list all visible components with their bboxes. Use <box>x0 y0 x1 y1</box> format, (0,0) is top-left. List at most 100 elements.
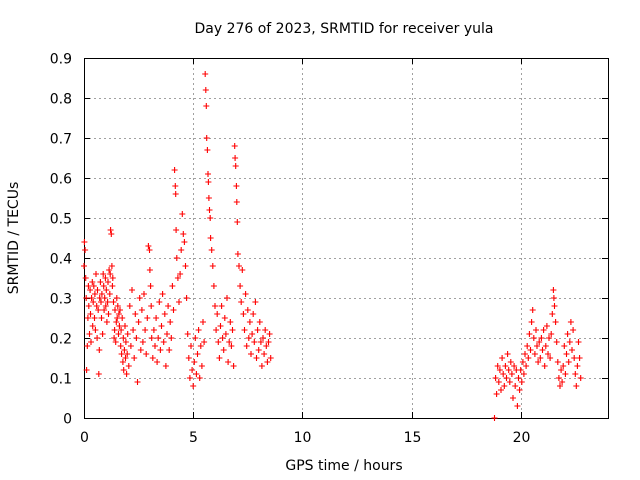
data-point <box>251 339 258 345</box>
x-tick-label: 15 <box>404 430 422 446</box>
data-point <box>565 359 572 365</box>
data-point <box>82 275 89 281</box>
data-point <box>260 335 266 341</box>
data-point <box>149 355 156 361</box>
data-point <box>174 275 181 281</box>
data-point <box>220 347 227 353</box>
data-point <box>529 307 536 313</box>
data-point <box>88 295 95 301</box>
data-point <box>93 271 99 277</box>
data-point <box>114 303 121 309</box>
data-point <box>573 383 580 389</box>
data-point <box>105 311 112 317</box>
data-point <box>248 351 254 357</box>
data-point <box>254 327 261 333</box>
data-point <box>534 343 540 349</box>
data-point <box>108 231 115 237</box>
data-point <box>165 303 172 309</box>
data-point <box>527 347 534 353</box>
data-point <box>545 351 551 357</box>
data-point <box>83 295 90 301</box>
data-point <box>571 355 578 361</box>
data-point <box>234 219 241 225</box>
data-point <box>227 319 234 325</box>
data-point <box>236 263 242 269</box>
data-point <box>103 287 110 293</box>
data-point <box>85 283 92 289</box>
data-point <box>196 375 203 381</box>
data-point <box>169 283 176 289</box>
data-point <box>110 299 117 305</box>
data-point <box>570 327 577 333</box>
data-point <box>258 363 265 369</box>
data-point <box>178 247 185 253</box>
y-tick-label: 0.9 <box>50 52 72 68</box>
x-tick-label: 0 <box>80 430 89 446</box>
data-point <box>205 171 211 177</box>
data-point <box>508 371 515 377</box>
data-point <box>214 311 221 317</box>
y-tick-label: 0.8 <box>50 92 72 108</box>
data-point <box>572 371 579 377</box>
data-point <box>250 311 257 317</box>
data-point <box>216 355 223 361</box>
data-point <box>87 311 94 317</box>
data-point <box>502 363 509 369</box>
data-point <box>179 211 186 217</box>
x-tick-label: 5 <box>189 430 198 446</box>
data-point <box>518 379 525 385</box>
data-point <box>245 335 252 341</box>
data-point <box>539 347 546 353</box>
data-point <box>237 283 244 289</box>
data-point <box>512 383 519 389</box>
data-point <box>516 387 523 393</box>
data-point <box>115 311 122 317</box>
data-point <box>267 355 274 361</box>
data-point <box>499 355 506 361</box>
data-point <box>493 391 500 397</box>
data-point <box>195 327 202 333</box>
axis-ticks <box>84 58 608 419</box>
data-point <box>257 339 264 345</box>
data-point <box>129 287 135 293</box>
data-point <box>107 271 114 277</box>
data-point <box>185 355 192 361</box>
data-point <box>88 339 94 345</box>
data-point <box>228 343 235 349</box>
data-point <box>144 315 151 321</box>
data-point <box>564 331 571 337</box>
data-point <box>243 343 250 349</box>
data-point <box>215 339 222 345</box>
data-point <box>122 355 129 361</box>
data-point <box>189 367 196 373</box>
data-point <box>104 299 111 305</box>
data-point <box>117 307 123 313</box>
data-point <box>207 215 214 221</box>
data-point <box>246 319 253 325</box>
data-point <box>531 351 538 357</box>
data-point <box>127 343 134 349</box>
data-point <box>183 295 190 301</box>
data-point <box>105 279 111 285</box>
data-point <box>158 323 165 329</box>
y-tick-label: 0.4 <box>50 252 72 268</box>
y-tick-label: 0.1 <box>50 372 72 388</box>
data-point <box>520 371 527 377</box>
data-point <box>82 247 89 253</box>
data-point <box>91 291 98 297</box>
data-point <box>172 191 179 197</box>
data-point <box>106 267 113 273</box>
data-point <box>530 335 537 341</box>
data-point <box>506 379 513 385</box>
data-point <box>145 243 152 249</box>
data-point <box>517 367 524 373</box>
data-point <box>182 263 189 269</box>
data-point <box>87 287 94 293</box>
data-point <box>210 283 217 289</box>
data-point <box>525 355 532 361</box>
data-point <box>507 359 514 365</box>
data-point <box>152 343 158 349</box>
data-point <box>536 339 543 345</box>
data-point <box>202 87 209 93</box>
data-point <box>164 331 170 337</box>
